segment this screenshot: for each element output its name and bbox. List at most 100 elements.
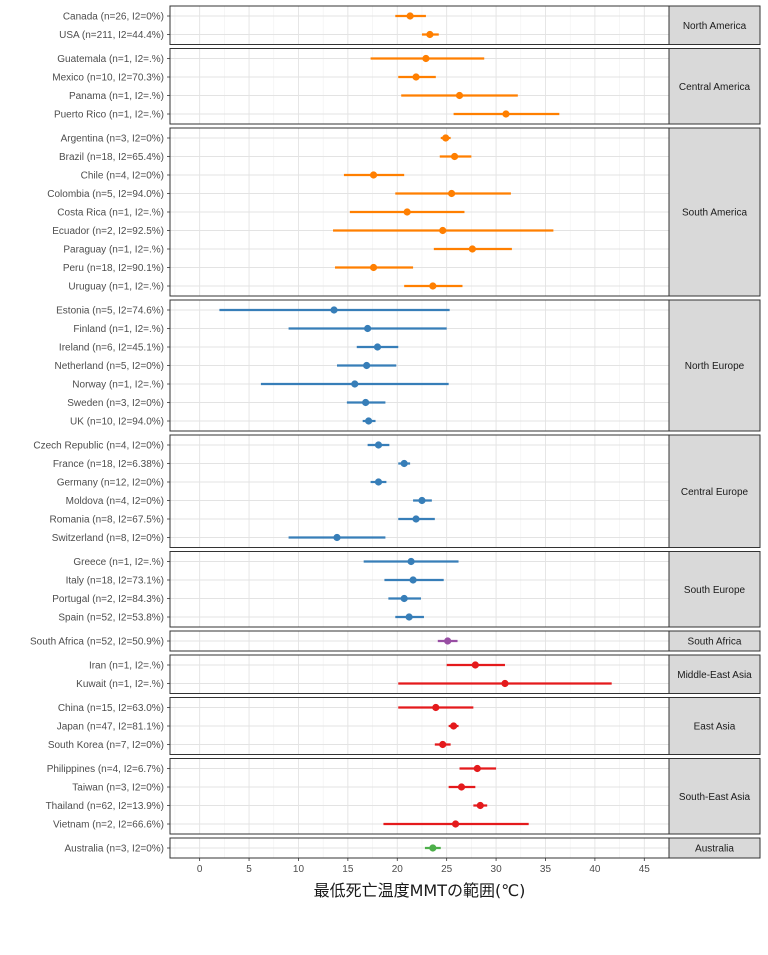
point-estimate <box>451 820 460 828</box>
point-estimate <box>444 637 452 645</box>
strip-label-south-america: South America <box>682 208 747 219</box>
point-estimate <box>432 703 440 712</box>
strip-central-europe <box>668 434 761 548</box>
point-estimate <box>429 844 437 852</box>
x-tick-label: 0 <box>197 864 203 875</box>
row-label: Paraguay (n=1, I2=.%) <box>63 245 164 256</box>
row-label: Vietnam (n=2, I2=66.6%) <box>53 820 164 831</box>
point-estimate <box>501 679 509 688</box>
row-label: Czech Republic (n=4, I2=0%) <box>33 441 164 452</box>
row-label: Ireland (n=6, I2=45.1%) <box>59 343 164 354</box>
strip-central-america <box>668 48 761 125</box>
x-tick-label: 20 <box>392 864 404 875</box>
point-estimate <box>473 764 481 773</box>
strip-south-america <box>668 127 761 297</box>
point-estimate <box>422 54 430 63</box>
strip-label-north-europe: North Europe <box>685 361 745 372</box>
row-label: China (n=15, I2=63.0%) <box>58 703 164 714</box>
x-tick-label: 35 <box>540 864 552 875</box>
row-label: Switzerland (n=8, I2=0%) <box>52 533 164 544</box>
point-estimate <box>502 110 510 118</box>
panel-background-south-east-asia <box>170 758 669 834</box>
point-estimate <box>363 361 371 370</box>
row-label: Sweden (n=3, I2=0%) <box>67 398 164 409</box>
row-label: Costa Rica (n=1, I2=.%) <box>57 208 164 219</box>
row-label: Ecuador (n=2, I2=92.5%) <box>52 226 164 237</box>
x-tick-label: 25 <box>441 864 453 875</box>
row-label: Peru (n=18, I2=90.1%) <box>63 263 164 274</box>
point-estimate <box>403 208 411 216</box>
strip-south-africa <box>668 630 761 652</box>
point-estimate <box>439 740 447 749</box>
strip-australia <box>668 837 761 859</box>
strip-label-south-east-asia: South-East Asia <box>679 792 751 803</box>
row-label: Kuwait (n=1, I2=.%) <box>76 679 164 690</box>
row-label: Moldova (n=4, I2=0%) <box>66 496 164 507</box>
point-estimate <box>364 324 372 333</box>
row-label: South Korea (n=7, I2=0%) <box>48 740 164 751</box>
point-estimate <box>468 245 476 253</box>
x-tick-label: 30 <box>491 864 503 875</box>
strip-north-america <box>668 5 761 45</box>
row-label: Canada (n=26, I2=0%) <box>63 12 164 23</box>
point-estimate <box>374 478 383 486</box>
row-label: Chile (n=4, I2=0%) <box>81 171 164 182</box>
point-estimate <box>471 661 479 669</box>
row-label: Mexico (n=10, I2=70.3%) <box>52 73 164 84</box>
panel-background-north-america <box>170 6 669 45</box>
strip-label-central-europe: Central Europe <box>681 487 749 498</box>
row-label: Colombia (n=5, I2=94.0%) <box>47 189 164 200</box>
point-estimate <box>426 30 434 39</box>
strip-north-europe <box>668 299 761 432</box>
point-estimate <box>374 441 383 449</box>
row-label: Finland (n=1, I2=.%) <box>73 324 164 335</box>
panel-background-central-america <box>170 48 669 124</box>
strip-label-east-asia: East Asia <box>694 722 736 733</box>
row-label: Greece (n=1, I2=.%) <box>73 557 164 568</box>
row-label: Brazil (n=18, I2=65.4%) <box>59 152 164 163</box>
x-tick-label: 15 <box>342 864 354 875</box>
point-estimate <box>429 282 437 290</box>
point-estimate <box>439 226 447 235</box>
point-estimate <box>369 263 378 272</box>
point-estimate <box>405 613 413 621</box>
x-tick-label: 5 <box>246 864 252 875</box>
x-tick-label: 45 <box>639 864 651 875</box>
panel-background-central-europe <box>170 435 669 548</box>
row-label: Guatemala (n=1, I2=.%) <box>57 54 164 65</box>
row-label: South Africa (n=52, I2=50.9%) <box>30 637 164 648</box>
row-label: Spain (n=52, I2=53.8%) <box>58 613 164 624</box>
row-label: Japan (n=47, I2=81.1%) <box>57 722 164 733</box>
point-estimate <box>330 306 338 314</box>
strip-label-middle-east-asia: Middle-East Asia <box>677 670 752 681</box>
row-label: Netherland (n=5, I2=0%) <box>54 361 164 372</box>
strip-label-australia: Australia <box>695 844 734 855</box>
point-estimate <box>400 594 408 603</box>
point-estimate <box>400 459 408 468</box>
point-estimate <box>418 496 426 505</box>
panel-background-middle-east-asia <box>170 655 669 694</box>
row-label: France (n=18, I2=6.38%) <box>53 459 164 470</box>
strip-label-south-africa: South Africa <box>688 637 742 648</box>
row-label: Uruguay (n=1, I2=.%) <box>68 282 164 293</box>
panel-background-south-europe <box>170 551 669 627</box>
point-estimate <box>476 801 484 810</box>
strip-label-north-america: North America <box>683 21 747 32</box>
row-label: Italy (n=18, I2=73.1%) <box>66 576 164 587</box>
row-label: USA (n=211, I2=44.4%) <box>59 30 164 41</box>
point-estimate <box>351 380 359 388</box>
row-label: Argentina (n=3, I2=0%) <box>61 134 164 145</box>
row-label: Romania (n=8, I2=67.5%) <box>49 515 164 526</box>
x-tick-label: 10 <box>293 864 305 875</box>
strip-label-south-europe: South Europe <box>684 585 746 596</box>
row-label: Iran (n=1, I2=.%) <box>89 661 164 672</box>
row-label: Taiwan (n=3, I2=0%) <box>72 783 164 794</box>
row-label: Germany (n=12, I2=0%) <box>57 478 164 489</box>
strip-south-europe <box>668 551 761 628</box>
row-label: Portugal (n=2, I2=84.3%) <box>52 594 164 605</box>
strip-label-central-america: Central America <box>679 82 751 93</box>
x-axis-title: 最低死亡温度MMTの範囲(℃) <box>314 881 526 900</box>
point-estimate <box>412 73 420 81</box>
point-estimate <box>442 134 450 142</box>
